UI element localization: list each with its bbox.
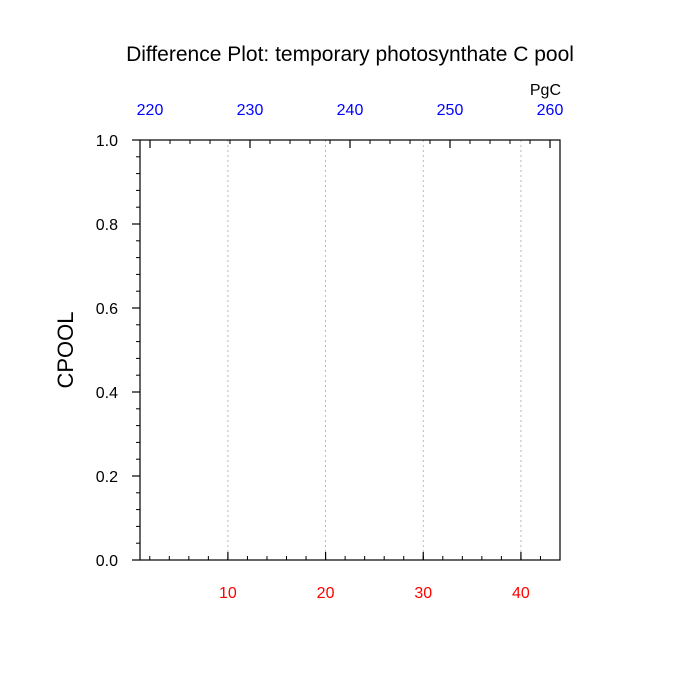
y-tick-label-0: 0.0 <box>96 553 118 570</box>
chart-title: Difference Plot: temporary photosynthate… <box>126 43 574 66</box>
bottom-tick-label-2: 30 <box>414 585 432 602</box>
bottom-tick-label-1: 20 <box>317 585 335 602</box>
top-axis-unit: PgC <box>530 82 561 99</box>
top-tick-label-3: 250 <box>437 102 464 119</box>
bottom-tick-label-3: 40 <box>512 585 530 602</box>
y-tick-label-4: 0.8 <box>96 217 118 234</box>
y-tick-label-2: 0.4 <box>96 385 118 402</box>
y-axis-label: CPOOL <box>53 311 78 388</box>
y-tick-label-5: 1.0 <box>96 133 118 150</box>
bottom-tick-label-0: 10 <box>219 585 237 602</box>
y-tick-label-3: 0.6 <box>96 301 118 318</box>
top-tick-label-4: 260 <box>537 102 564 119</box>
axes: 10 20 30 40 220 230 240 250 260 0.0 0.2 0.4 0.6 0.8 1.… <box>96 102 564 602</box>
top-tick-label-0: 220 <box>137 102 164 119</box>
y-tick-label-1: 0.2 <box>96 469 118 486</box>
gridlines <box>227 140 522 560</box>
top-tick-label-1: 230 <box>237 102 264 119</box>
top-tick-label-2: 240 <box>337 102 364 119</box>
plot-frame <box>139 139 561 561</box>
